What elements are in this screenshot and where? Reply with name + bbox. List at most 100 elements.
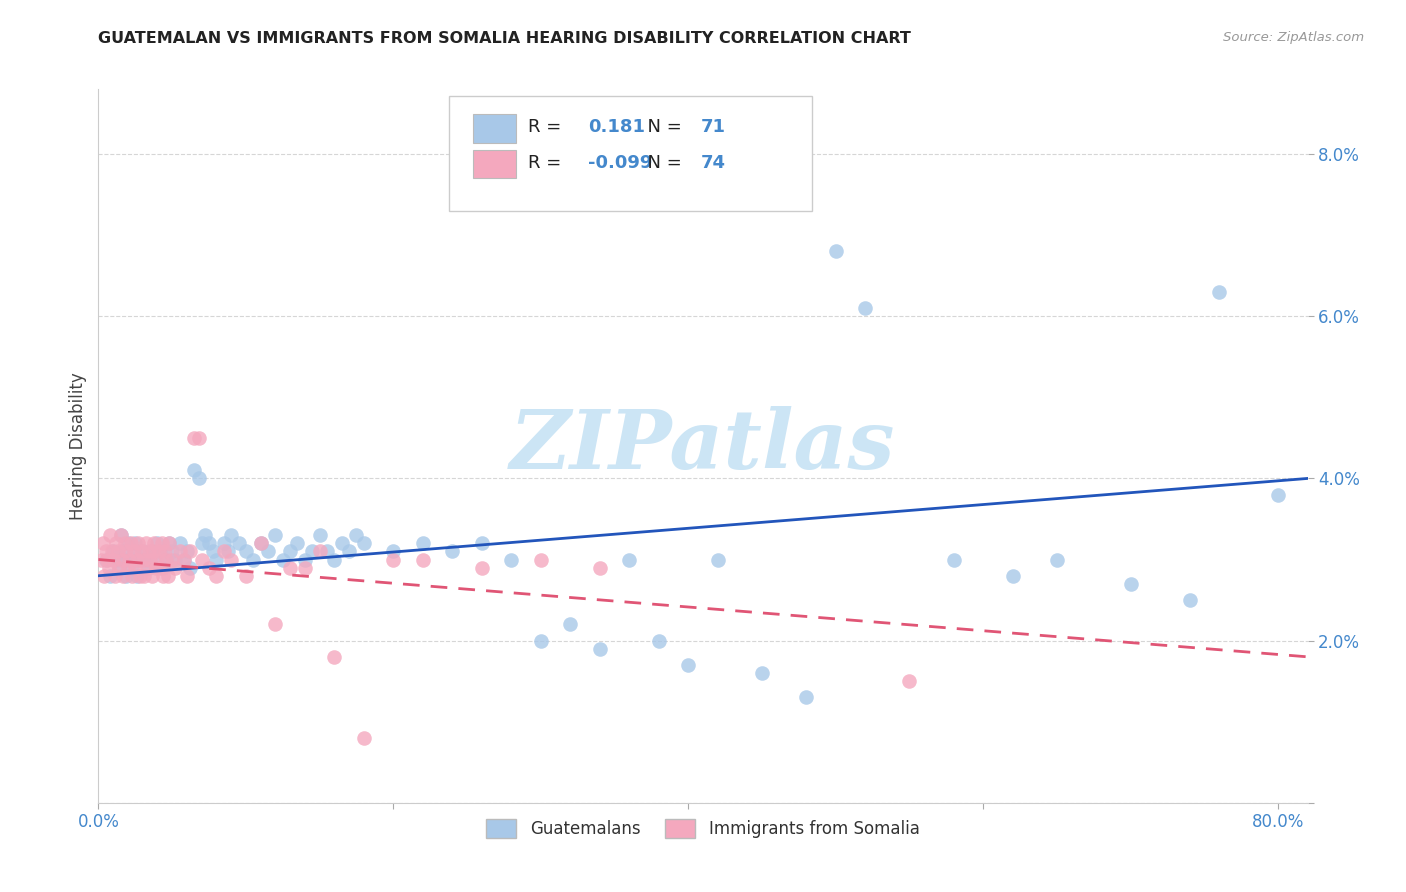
- Point: [337, 544, 360, 558]
- Point: [235, 544, 257, 558]
- Point: [129, 544, 152, 558]
- Point: [308, 544, 330, 558]
- Point: [117, 560, 139, 574]
- Point: [111, 552, 134, 566]
- Text: R =: R =: [527, 118, 567, 136]
- Point: [122, 544, 145, 558]
- Point: [1267, 488, 1289, 502]
- Point: [105, 552, 128, 566]
- Point: [149, 544, 172, 558]
- Point: [1178, 593, 1201, 607]
- Point: [560, 617, 582, 632]
- Point: [323, 649, 346, 664]
- Point: [179, 544, 201, 558]
- Point: [619, 552, 641, 566]
- Point: [441, 544, 464, 558]
- Point: [264, 528, 287, 542]
- Point: [898, 674, 921, 689]
- Point: [105, 536, 128, 550]
- Point: [706, 552, 728, 566]
- Point: [134, 568, 156, 582]
- Point: [128, 552, 150, 566]
- Point: [110, 528, 132, 542]
- Point: [751, 666, 773, 681]
- Point: [136, 560, 159, 574]
- Point: [294, 560, 316, 574]
- Point: [107, 544, 129, 558]
- Point: [219, 528, 242, 542]
- Point: [471, 536, 494, 550]
- Point: [149, 560, 172, 574]
- Point: [530, 552, 553, 566]
- Point: [278, 544, 301, 558]
- Point: [219, 552, 242, 566]
- Point: [1208, 285, 1230, 299]
- Point: [94, 552, 117, 566]
- Point: [115, 544, 138, 558]
- Point: [794, 690, 817, 705]
- Point: [150, 536, 173, 550]
- Point: [124, 536, 146, 550]
- Point: [194, 528, 217, 542]
- Point: [125, 552, 148, 566]
- FancyBboxPatch shape: [449, 96, 811, 211]
- Point: [176, 568, 198, 582]
- Point: [179, 560, 201, 574]
- Point: [143, 552, 166, 566]
- Point: [111, 544, 134, 558]
- Text: R =: R =: [527, 153, 567, 171]
- Point: [501, 552, 523, 566]
- Point: [198, 560, 221, 574]
- Point: [294, 552, 316, 566]
- Point: [249, 536, 271, 550]
- Point: [156, 568, 179, 582]
- Point: [104, 568, 127, 582]
- Point: [249, 536, 271, 550]
- Point: [187, 431, 209, 445]
- Point: [205, 552, 228, 566]
- Point: [96, 552, 118, 566]
- Point: [173, 552, 195, 566]
- Point: [187, 471, 209, 485]
- Point: [160, 552, 183, 566]
- Point: [112, 568, 135, 582]
- Point: [589, 560, 612, 574]
- Point: [169, 544, 191, 558]
- Text: N =: N =: [637, 153, 688, 171]
- Point: [157, 536, 180, 550]
- Point: [94, 544, 117, 558]
- Point: [90, 552, 112, 566]
- Point: [1119, 577, 1142, 591]
- Point: [157, 536, 180, 550]
- Point: [530, 633, 553, 648]
- Point: [301, 544, 323, 558]
- Point: [138, 544, 160, 558]
- Point: [131, 544, 153, 558]
- Point: [316, 544, 339, 558]
- Point: [183, 431, 205, 445]
- Point: [120, 552, 142, 566]
- Point: [143, 536, 166, 550]
- Text: 74: 74: [700, 153, 725, 171]
- Point: [353, 731, 375, 745]
- Point: [100, 544, 122, 558]
- Point: [678, 657, 700, 672]
- Point: [114, 536, 136, 550]
- Point: [242, 552, 264, 566]
- Point: [202, 544, 225, 558]
- Point: [589, 641, 612, 656]
- Point: [153, 544, 176, 558]
- Point: [1001, 568, 1024, 582]
- Point: [471, 560, 494, 574]
- Point: [114, 552, 136, 566]
- Point: [942, 552, 965, 566]
- Point: [190, 536, 212, 550]
- Point: [173, 552, 195, 566]
- Point: [190, 552, 212, 566]
- Point: [101, 544, 124, 558]
- Point: [412, 552, 434, 566]
- Point: [108, 560, 131, 574]
- Y-axis label: Hearing Disability: Hearing Disability: [69, 372, 87, 520]
- Text: Source: ZipAtlas.com: Source: ZipAtlas.com: [1223, 31, 1364, 45]
- Point: [139, 552, 162, 566]
